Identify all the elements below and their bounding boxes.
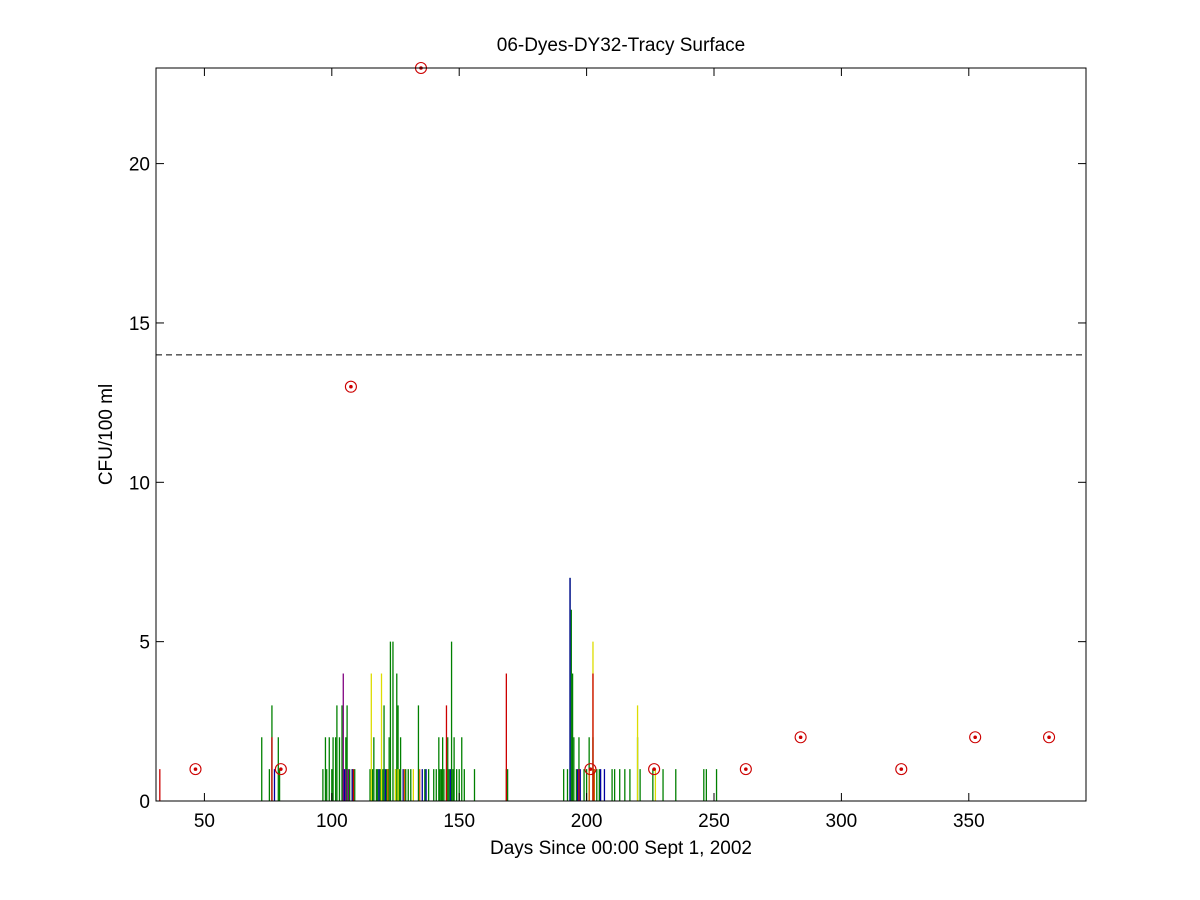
x-tick-label-1: 100 (316, 811, 348, 832)
marker-point-4 (584, 763, 597, 776)
y-tick-label-4: 20 (129, 155, 150, 176)
marker-point-7 (794, 731, 807, 744)
y-tick-label-3: 15 (129, 314, 150, 335)
y-tick-label-1: 5 (139, 633, 150, 654)
x-axis-label: Days Since 00:00 Sept 1, 2002 (490, 838, 752, 859)
markers-layer (189, 61, 1056, 776)
y-tick-label-2: 10 (129, 473, 150, 494)
x-tick-label-5: 300 (826, 811, 858, 832)
x-tick-label-2: 150 (443, 811, 475, 832)
marker-point-5 (648, 763, 661, 776)
marker-point-9 (969, 731, 982, 744)
chart-title: 06-Dyes-DY32-Tracy Surface (497, 35, 745, 56)
bars-layer (159, 577, 718, 801)
y-tick-label-0: 0 (139, 792, 150, 813)
marker-point-6 (739, 763, 752, 776)
marker-point-2 (344, 380, 357, 393)
x-tick-label-0: 50 (194, 811, 215, 832)
marker-point-8 (895, 763, 908, 776)
y-axis-label: CFU/100 ml (96, 384, 117, 485)
x-tick-label-3: 200 (571, 811, 603, 832)
marker-point-10 (1043, 731, 1056, 744)
marker-point-0 (189, 763, 202, 776)
x-tick-label-6: 350 (953, 811, 985, 832)
marker-point-1 (274, 763, 287, 776)
ticks-layer: 50 100 150 200 250 300 350 0 5 10 15 20 (129, 68, 1086, 832)
x-tick-label-4: 250 (698, 811, 730, 832)
plot-frame (155, 67, 1087, 802)
